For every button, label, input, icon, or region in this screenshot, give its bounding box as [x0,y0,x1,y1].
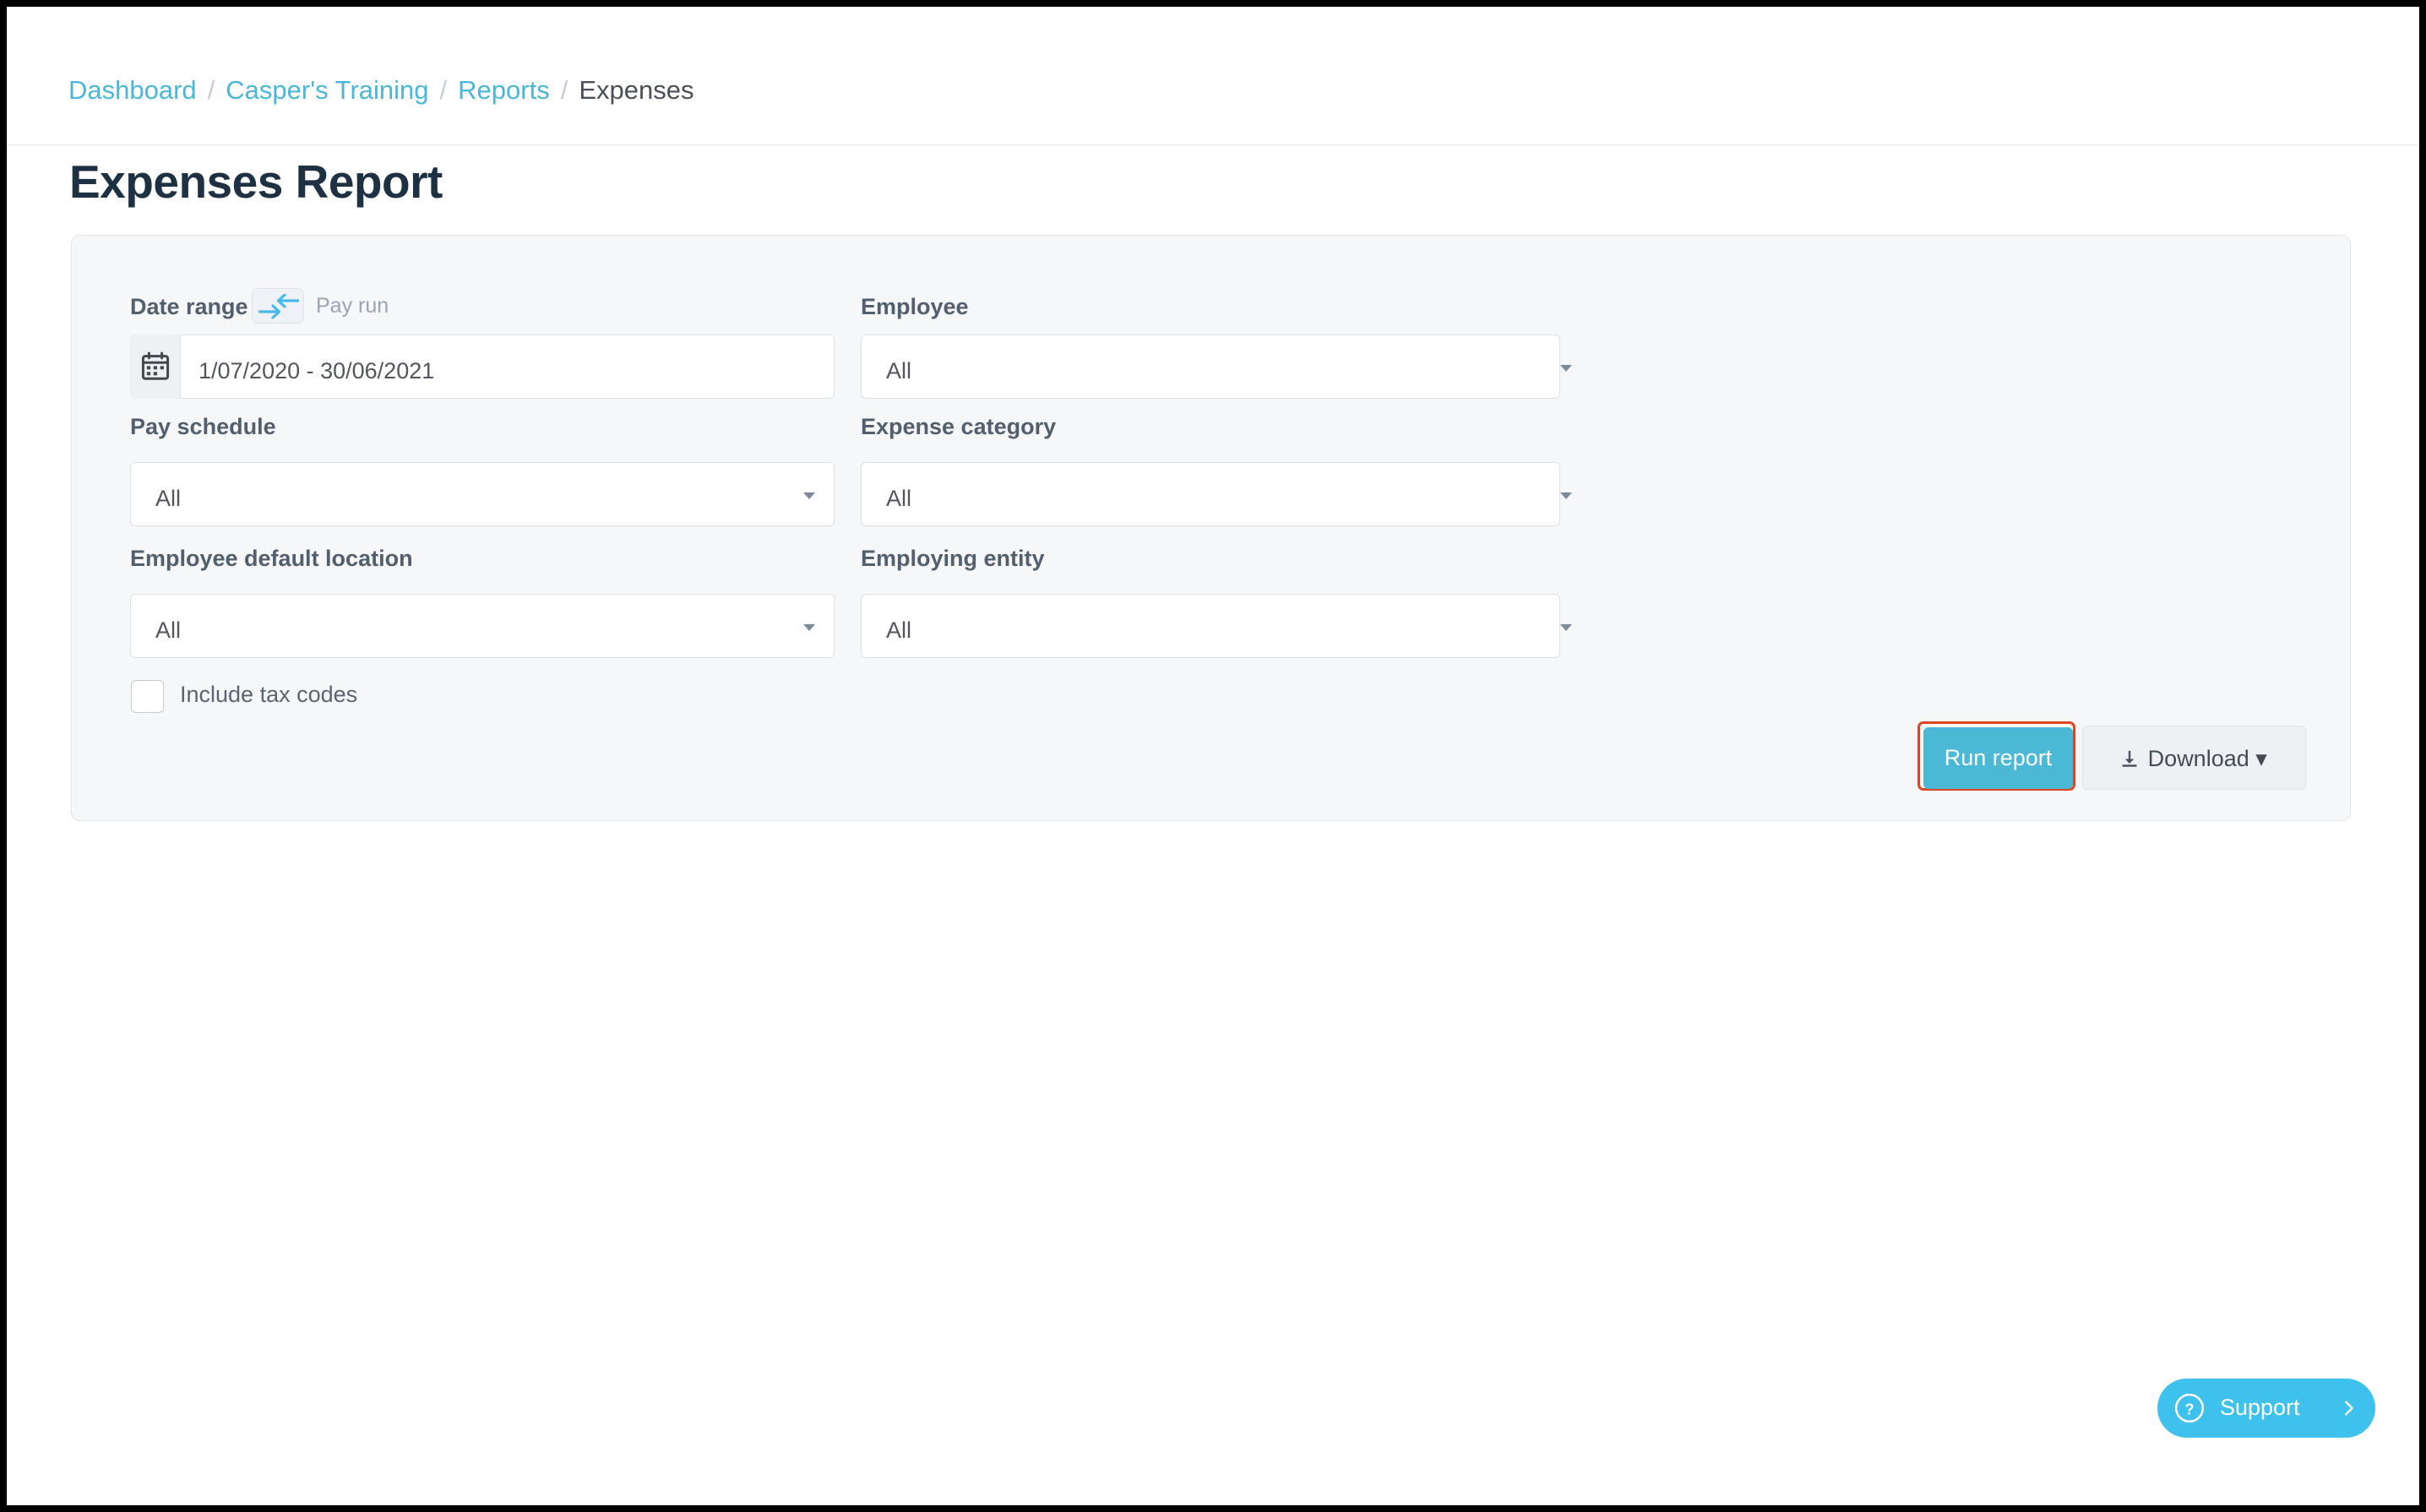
svg-text:?: ? [2184,1401,2194,1418]
